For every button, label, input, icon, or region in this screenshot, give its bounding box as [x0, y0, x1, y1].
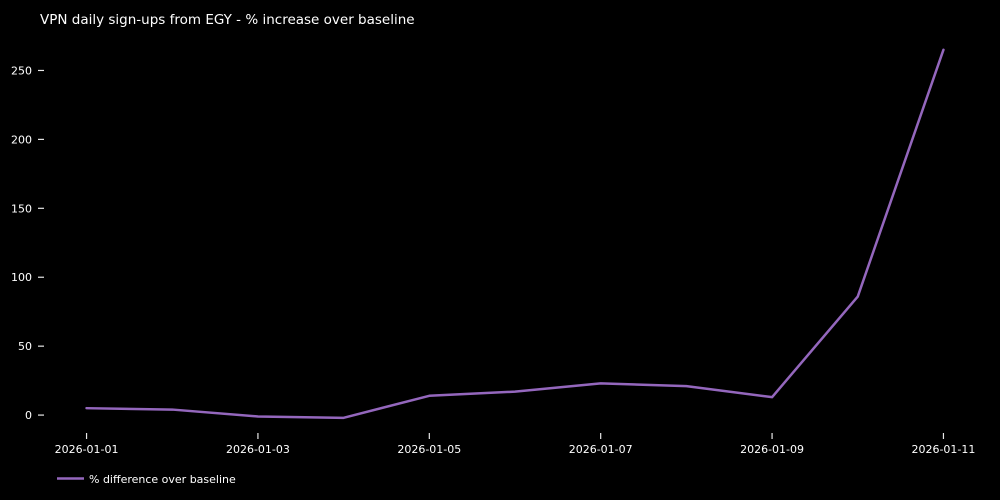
series-line: [85, 48, 945, 420]
x-axis: 2026-01-01 2026-01-03 2026-01-05 2026-01-07…: [55, 433, 975, 456]
x-tick-label: 2026-01-11: [911, 443, 975, 456]
y-axis: 0 50 100 150 200 250: [11, 64, 44, 422]
y-tick-label: 50: [18, 340, 32, 353]
x-tick-label: 2026-01-03: [226, 443, 290, 456]
y-tick-label: 250: [11, 64, 32, 77]
y-tick-label: 200: [11, 133, 32, 146]
y-tick-label: 0: [25, 409, 32, 422]
x-tick-label: 2026-01-09: [740, 443, 804, 456]
x-tick-label: 2026-01-05: [397, 443, 461, 456]
legend-label: % difference over baseline: [89, 473, 236, 486]
chart-title: VPN daily sign-ups from EGY - % increase…: [40, 12, 415, 28]
x-tick-label: 2026-01-01: [55, 443, 119, 456]
y-tick-label: 100: [11, 271, 32, 284]
x-tick-label: 2026-01-07: [569, 443, 633, 456]
legend: % difference over baseline: [57, 473, 236, 486]
y-tick-label: 150: [11, 202, 32, 215]
